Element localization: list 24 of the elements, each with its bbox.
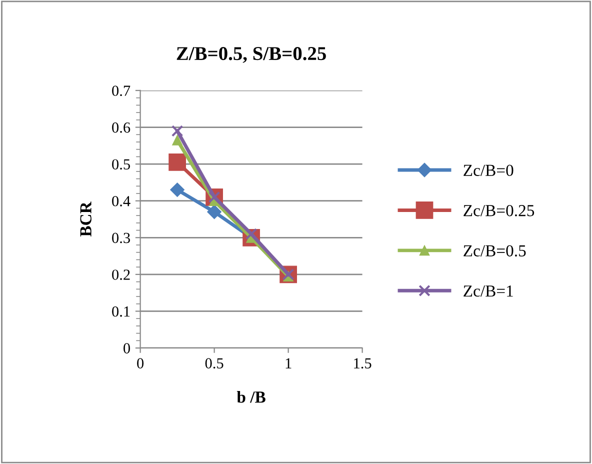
y-tick-label: 0.1 (112, 306, 130, 317)
y-tick-label: 0 (124, 343, 130, 354)
chart-title: Z/B=0.5, S/B=0.25 (176, 46, 326, 63)
x-axis-title: b /B (236, 391, 266, 403)
point (170, 182, 185, 198)
y-axis-title: BCR (80, 202, 92, 237)
point (172, 134, 183, 146)
y-tick-label: 0.5 (112, 159, 130, 170)
x-tick-label: 0.5 (205, 358, 224, 369)
point (168, 154, 186, 171)
x-tick-label: 1.5 (354, 358, 372, 369)
y-tick-label: 0.2 (112, 270, 130, 280)
y-tick-label: 0.6 (112, 122, 130, 133)
legend-label: Zc/B=0.5 (464, 245, 526, 257)
point (207, 204, 222, 220)
y-tick-label: 0.3 (112, 232, 130, 244)
x-tick-label: 1 (286, 358, 292, 368)
y-tick-label: 0.4 (112, 196, 130, 206)
legend-label: Zc/B=0 (464, 164, 514, 176)
y-tick-label: 0.7 (112, 86, 130, 96)
x-tick-label: 0 (137, 358, 144, 368)
legend-label: Zc/B=1 (464, 285, 513, 297)
point (171, 125, 184, 137)
legend-label: Zc/B=0.25 (464, 204, 534, 216)
